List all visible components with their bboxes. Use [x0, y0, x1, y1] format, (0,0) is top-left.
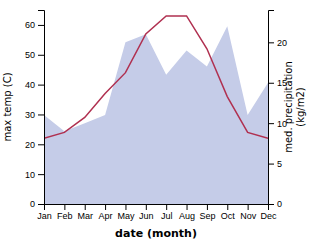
- tick-mark: [125, 204, 126, 210]
- tick-mark: [207, 204, 208, 210]
- tick: 0: [268, 199, 282, 209]
- tick: 10: [25, 170, 44, 180]
- tick-mark: [268, 204, 274, 205]
- tick-mark: [85, 204, 86, 210]
- marks: [44, 16, 268, 204]
- tick-label: Oct: [221, 211, 236, 221]
- tick: Jan: [37, 204, 52, 221]
- tick-label: 60: [25, 20, 35, 30]
- x-axis-title: date (month): [115, 227, 197, 240]
- tick-mark: [227, 204, 228, 210]
- tick-label: 0: [30, 199, 35, 209]
- area: [44, 26, 268, 204]
- tick: Sep: [199, 204, 215, 221]
- tick-label: Aug: [179, 211, 195, 221]
- tick-mark: [38, 114, 44, 115]
- tick: 0: [30, 199, 44, 209]
- tick: Mar: [77, 204, 93, 221]
- tick-label: Nov: [240, 211, 257, 221]
- tick-mark: [38, 204, 44, 205]
- plot: JanFebMarAprMayJunJulAugSepOctNovDec0102…: [25, 11, 287, 222]
- tick: May: [117, 204, 135, 221]
- tick: 40: [25, 80, 44, 90]
- tick-label: Jan: [37, 211, 52, 221]
- tick-mark: [268, 83, 274, 84]
- tick-mark: [268, 164, 274, 165]
- tick-mark: [248, 204, 249, 210]
- tick-mark: [38, 25, 44, 26]
- tick-mark: [38, 85, 44, 86]
- tick-mark: [268, 123, 274, 124]
- tick-label: Jun: [139, 211, 154, 221]
- tick-mark: [146, 204, 147, 210]
- tick: 20: [25, 140, 44, 150]
- tick-label: 20: [25, 140, 35, 150]
- tick-label: 0: [277, 199, 282, 209]
- tick-label: Sep: [199, 211, 215, 221]
- tick-mark: [105, 204, 106, 210]
- axis-line: [38, 11, 45, 205]
- tick-label: Jul: [161, 211, 173, 221]
- tick: 50: [25, 50, 44, 60]
- tick-mark: [268, 42, 274, 43]
- tick-label: Apr: [99, 211, 113, 221]
- tick: Oct: [221, 204, 236, 221]
- tick: 5: [268, 159, 282, 169]
- tick-label: 30: [25, 110, 35, 120]
- tick-label: Feb: [57, 211, 73, 221]
- x-axis: Jan Feb Mar Apr May Jun Jul Aug Sep Oct NovDec: [37, 204, 277, 221]
- tick: 30: [25, 110, 44, 120]
- tick-label: Mar: [77, 211, 93, 221]
- axis-line: [45, 205, 269, 211]
- y2-axis-title-line: (kg/m2): [295, 87, 306, 127]
- line: [44, 16, 268, 138]
- y-axis: 0 10 20 30 40 50 60: [25, 11, 45, 210]
- y2-axis-title-line: med. precipitation: [283, 61, 294, 153]
- tick-label: 10: [25, 170, 35, 180]
- tick-mark: [38, 55, 44, 56]
- tick-label: May: [117, 211, 135, 221]
- tick: 60: [25, 20, 44, 30]
- tick: Dec: [260, 204, 277, 221]
- tick: Nov: [240, 204, 257, 221]
- tick-mark: [187, 204, 188, 210]
- tick: Feb: [57, 204, 73, 221]
- y-axis-title: max temp (C): [2, 72, 13, 141]
- tick-mark: [38, 174, 44, 175]
- tick: Jun: [139, 204, 154, 221]
- chart: JanFebMarAprMayJunJulAugSepOctNovDec0102…: [0, 0, 318, 242]
- tick: Apr: [99, 204, 113, 221]
- tick-label: Dec: [260, 211, 277, 221]
- axis-line: [269, 11, 275, 205]
- y2-axis-title: med. precipitation(kg/m2): [283, 61, 306, 153]
- tick-mark: [166, 204, 167, 210]
- tick-label: 50: [25, 50, 35, 60]
- tick: Aug: [179, 204, 195, 221]
- tick-label: 5: [277, 159, 282, 169]
- tick-mark: [38, 144, 44, 145]
- tick-label: 20: [277, 38, 287, 48]
- tick: Jul: [161, 204, 173, 221]
- tick: 20: [268, 38, 287, 48]
- tick-mark: [64, 204, 65, 210]
- tick-label: 40: [25, 80, 35, 90]
